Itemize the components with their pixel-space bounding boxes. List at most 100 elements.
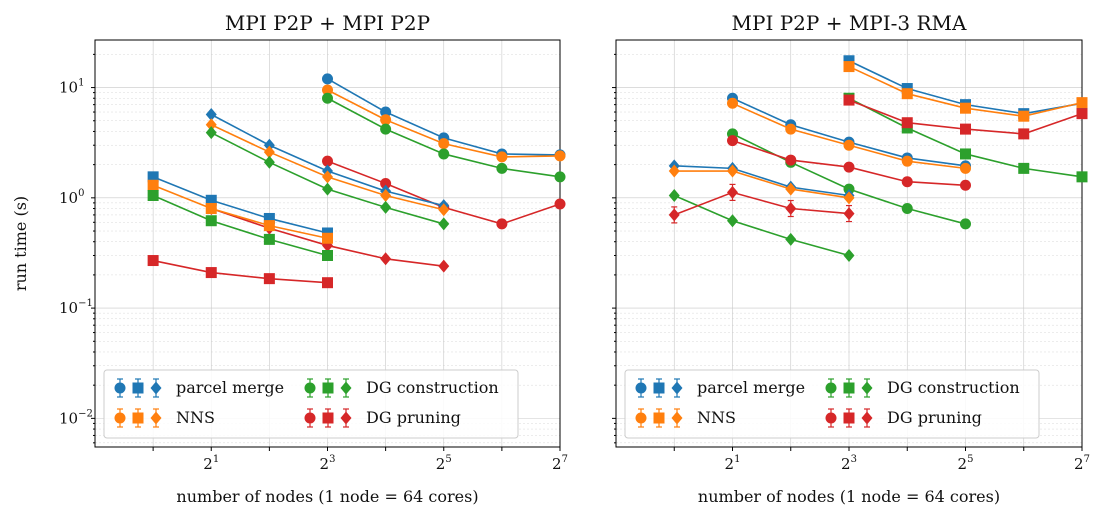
data-point-dg-construction-diamond	[668, 188, 680, 202]
data-point-dg-pruning-circle	[960, 179, 971, 191]
series-line-dg-construction-square	[152, 194, 328, 257]
series-line-dg-pruning-diamond	[673, 191, 850, 216]
x-tick-label: 25	[958, 454, 974, 473]
data-point-parcel-merge-circle	[380, 106, 392, 118]
x-ticks: 21 23 25 27	[152, 447, 568, 473]
data-point-nns-diamond	[843, 191, 855, 205]
legend-marker-diamond	[861, 381, 873, 395]
series-line-nns-diamond	[674, 170, 850, 199]
data-point-nns-diamond	[785, 182, 797, 196]
legend-marker-circle	[825, 412, 837, 424]
series-group	[668, 55, 1088, 262]
data-point-nns-diamond	[380, 188, 392, 202]
chart-panel-2: MPI P2P + MPI-3 RMA 21 23 25 27 number of nod…	[612, 11, 1090, 506]
data-point-nns-circle	[496, 151, 508, 163]
data-point-dg-construction-square	[322, 249, 333, 261]
legend-label: DG pruning	[366, 408, 461, 427]
series-line-dg-pruning-square	[152, 259, 328, 284]
legend-marker-diamond	[150, 381, 162, 395]
data-point-dg-pruning-square	[901, 117, 913, 129]
legend-label: NNS	[697, 408, 736, 427]
legend-marker-square	[132, 412, 144, 424]
data-point-nns-circle	[901, 155, 913, 167]
legend-box	[103, 369, 519, 439]
data-point-nns-diamond	[668, 164, 680, 178]
y-tick-label: 10−2	[59, 408, 93, 427]
data-point-nns-circle	[785, 123, 797, 135]
data-point-dg-pruning-circle	[554, 198, 566, 210]
data-point-dg-pruning-diamond	[380, 252, 392, 266]
data-point-nns-diamond	[322, 170, 333, 184]
legend-marker-circle	[114, 412, 126, 424]
data-point-dg-construction-diamond	[380, 200, 392, 214]
legend-entry-nns: NNS	[114, 408, 215, 428]
data-point-dg-pruning-circle	[785, 154, 797, 166]
data-point-nns-square	[1018, 110, 1030, 122]
data-point-dg-construction-diamond	[438, 217, 450, 231]
data-point-dg-construction-diamond	[727, 214, 738, 228]
data-point-dg-pruning-circle	[901, 176, 913, 188]
data-point-nns-circle	[960, 162, 971, 174]
legend-entry-dg-construction: DG construction	[304, 378, 499, 398]
data-point-dg-pruning-square	[263, 273, 275, 285]
data-point-dg-construction-circle	[960, 218, 971, 230]
data-point-dg-pruning-square	[147, 255, 159, 267]
data-point-nns-square	[843, 61, 855, 73]
chart-panel-1: MPI P2P + MPI P2P 21 23 25 27 101 100 10−1 10−2 n…	[11, 11, 568, 506]
data-point-nns-square	[901, 88, 913, 100]
data-point-dg-pruning-square	[960, 123, 971, 135]
legend-marker-diamond	[340, 411, 352, 425]
legend-marker-square	[322, 382, 334, 394]
data-point-nns-diamond	[263, 145, 275, 159]
data-point-dg-construction-circle	[438, 148, 450, 160]
data-point-nns-square	[263, 220, 275, 232]
legend-marker-circle	[635, 382, 647, 394]
data-point-dg-construction-square	[263, 233, 275, 245]
series-group	[147, 73, 566, 289]
series-line-nns-square	[152, 184, 328, 240]
legend: parcel merge NNS DG construction DG pruning	[103, 369, 519, 439]
x-ticks: 21 23 25 27	[673, 447, 1090, 473]
legend-marker-circle	[304, 382, 316, 394]
data-point-nns-diamond	[205, 118, 217, 132]
y-axis-label: run time (s)	[11, 196, 30, 291]
y-tick-label: 101	[59, 78, 84, 97]
data-point-nns-circle	[438, 138, 450, 150]
legend-entry-dg-construction: DG construction	[825, 378, 1020, 398]
x-tick-label: 21	[203, 454, 219, 473]
data-point-nns-circle	[843, 139, 855, 151]
data-point-nns-diamond	[438, 203, 450, 217]
legend-marker-diamond	[671, 411, 683, 425]
legend: parcel merge NNS DG construction DG pruning	[624, 369, 1040, 439]
legend-label: parcel merge	[176, 378, 284, 397]
legend-entry-nns: NNS	[635, 408, 736, 428]
data-point-nns-circle	[554, 150, 566, 162]
x-axis-label: number of nodes (1 node = 64 cores)	[176, 487, 478, 506]
x-tick-label: 21	[725, 454, 741, 473]
legend-marker-circle	[114, 382, 126, 394]
data-point-parcel-merge-square	[147, 171, 159, 183]
data-point-dg-pruning-diamond	[438, 259, 450, 273]
data-point-dg-construction-square	[1076, 171, 1088, 183]
legend-marker-diamond	[340, 381, 352, 395]
data-point-dg-pruning-circle	[380, 177, 392, 189]
legend-entry-dg-pruning: DG pruning	[825, 408, 982, 428]
data-point-nns-square	[960, 102, 971, 114]
legend-box	[624, 369, 1040, 439]
legend-marker-square	[843, 412, 855, 424]
y-tick-label: 100	[59, 188, 84, 207]
chart-title: MPI P2P + MPI P2P	[225, 11, 430, 35]
x-tick-label: 25	[436, 454, 452, 473]
data-point-dg-construction-diamond	[205, 126, 217, 140]
legend-marker-diamond	[671, 381, 683, 395]
data-point-nns-square	[1076, 97, 1088, 109]
legend-label: parcel merge	[697, 378, 805, 397]
data-point-dg-construction-circle	[554, 171, 566, 183]
data-point-parcel-merge-diamond	[263, 138, 275, 152]
data-point-dg-construction-circle	[901, 203, 913, 215]
data-point-dg-pruning-square	[1076, 108, 1088, 120]
data-point-nns-square	[147, 179, 159, 191]
data-point-dg-construction-diamond	[263, 155, 275, 169]
data-point-dg-construction-diamond	[843, 248, 855, 262]
chart-title: MPI P2P + MPI-3 RMA	[732, 11, 968, 35]
